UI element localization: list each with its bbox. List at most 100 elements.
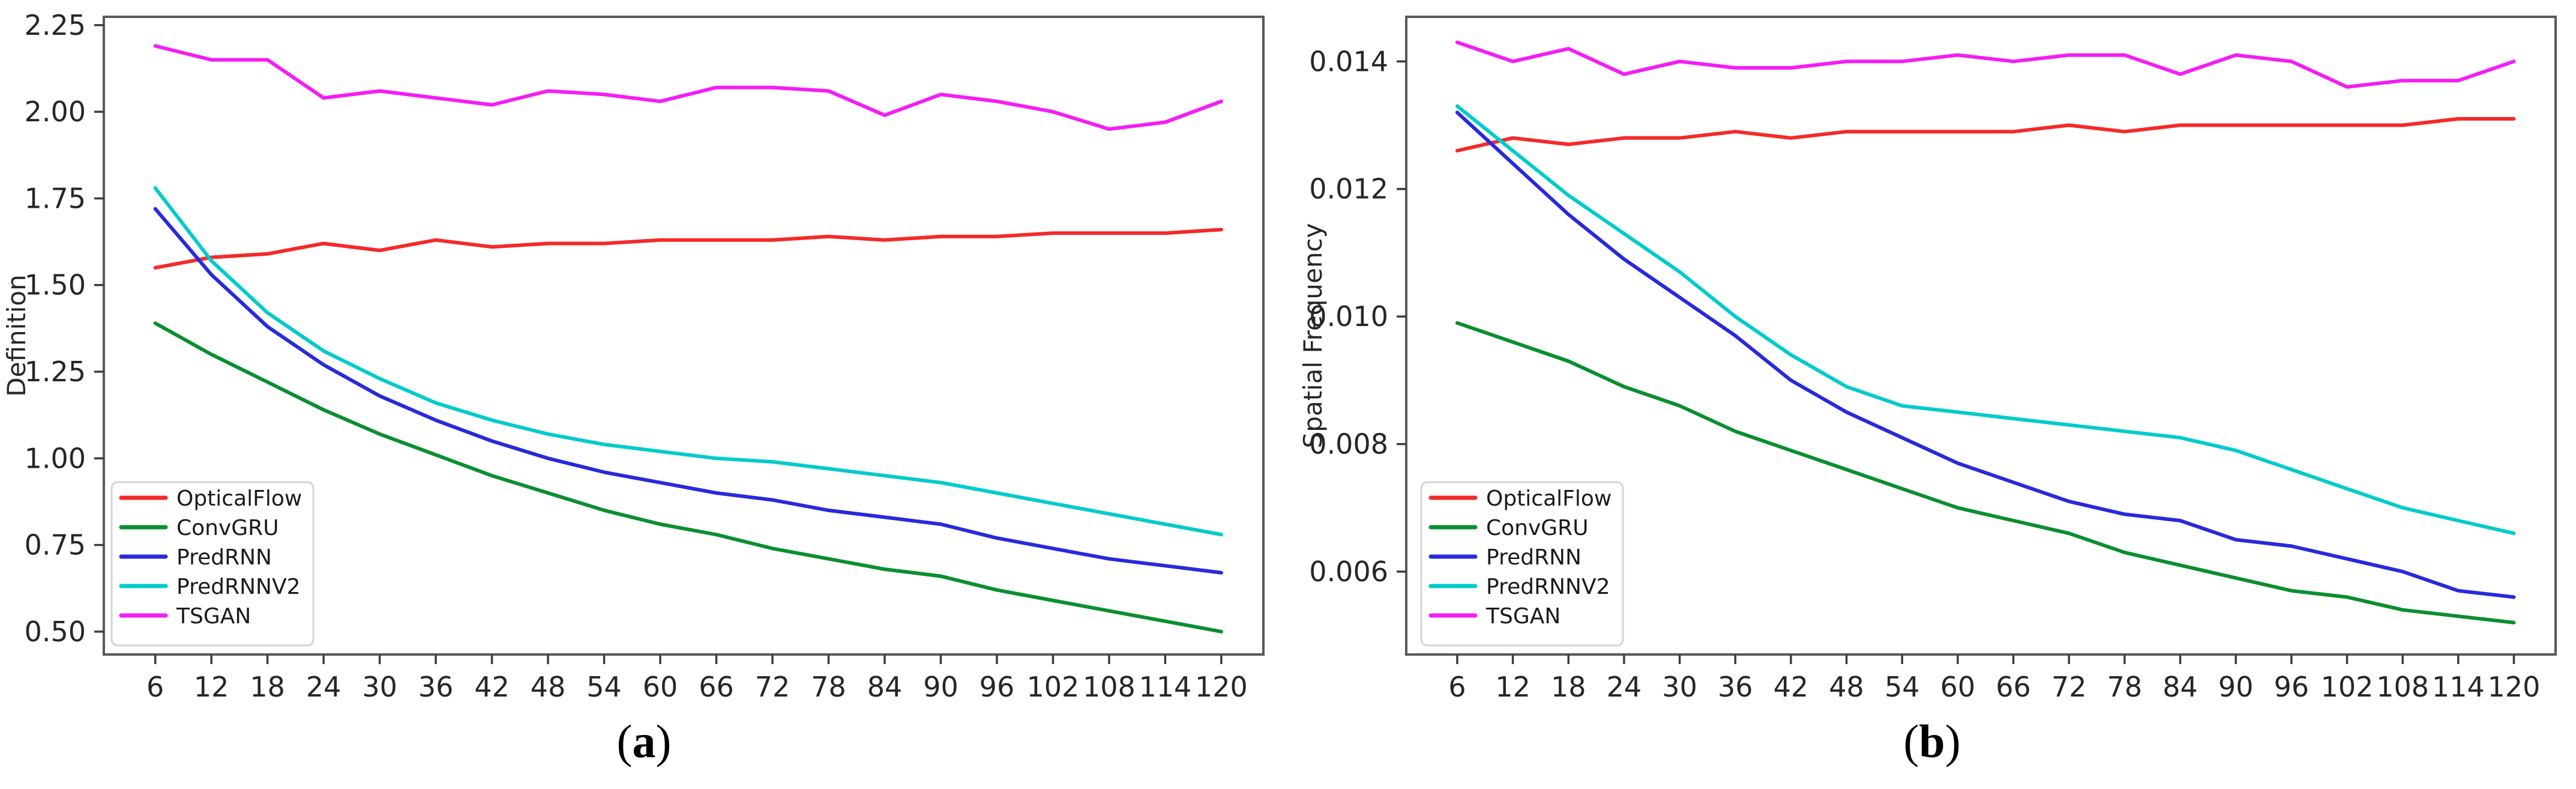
x-tick-label: 24 — [1607, 671, 1642, 703]
caption-a: (a) — [0, 718, 1288, 765]
x-tick-label: 48 — [531, 671, 566, 703]
legend-item-convgru: ConvGRU — [119, 516, 279, 540]
x-tick-label: 54 — [586, 671, 622, 703]
legend-item-convgru: ConvGRU — [1428, 516, 1589, 540]
x-tick-label: 114 — [1139, 671, 1191, 703]
y-tick-label: 2.00 — [25, 95, 86, 128]
x-tick-label: 108 — [1083, 671, 1136, 703]
legend-item-tsgan: TSGAN — [1428, 604, 1560, 629]
y-tick-label: 0.012 — [1309, 173, 1388, 205]
y-tick-label: 0.010 — [1309, 300, 1388, 333]
caption-a-close-paren: ) — [655, 715, 672, 767]
legend-item-opticalflow: OpticalFlow — [1428, 486, 1612, 511]
legend-item-predrnn: PredRNN — [1428, 545, 1581, 570]
caption-b-letter: b — [1919, 715, 1945, 767]
legend-label: TSGAN — [1485, 604, 1560, 629]
legend-label: PredRNNV2 — [176, 575, 301, 599]
x-tick-label: 114 — [2432, 671, 2485, 703]
plot-border — [1405, 16, 2557, 656]
y-tick-label: 0.008 — [1309, 428, 1388, 461]
series-line-predrnn — [1455, 110, 2516, 599]
y-tick-label: 1.00 — [25, 442, 86, 474]
x-tick-label: 120 — [2488, 671, 2541, 703]
y-tick-label: 0.75 — [25, 529, 86, 561]
x-tick-label: 42 — [474, 671, 510, 703]
plot-border — [103, 16, 1265, 656]
y-tick-label: 1.25 — [25, 355, 86, 388]
caption-b: (b) — [1288, 718, 2576, 765]
x-tick-label: 90 — [2218, 671, 2254, 703]
legend-label: OpticalFlow — [1486, 486, 1612, 511]
x-tick-label: 120 — [1195, 671, 1248, 703]
legend-item-predrnn: PredRNN — [119, 545, 272, 570]
x-tick-label: 60 — [643, 671, 678, 703]
legend-label: PredRNN — [176, 545, 272, 570]
y-axis-title: Definition — [2, 274, 31, 396]
chart-panel-a: 0.50 0.75 1.00 1.25 1.50 1.75 2.00 2.25 6 12 18 24 3… — [0, 9, 1288, 765]
x-tick-label: 12 — [194, 671, 229, 703]
x-axis: 6 12 18 24 30 36 42 48 54 60 66 72 78 84 90 96 102 108 114… — [146, 654, 1248, 703]
caption-b-open-paren: ( — [1903, 715, 1919, 767]
legend-item-opticalflow: OpticalFlow — [119, 486, 302, 511]
legend-label: PredRNNV2 — [1486, 575, 1610, 599]
caption-a-open-paren: ( — [616, 715, 633, 767]
legend-label: TSGAN — [176, 604, 251, 629]
legend-box — [1420, 481, 1624, 647]
x-tick-label: 96 — [2274, 671, 2310, 703]
series-line-opticalflow — [1455, 116, 2516, 153]
legend: OpticalFlow ConvGRU PredRNN PredRNNV2 TSGAN — [110, 481, 314, 647]
caption-a-letter: a — [632, 715, 656, 767]
y-tick-label: 0.50 — [25, 615, 86, 648]
x-tick-label: 84 — [867, 671, 903, 703]
chart-a-definition: 0.50 0.75 1.00 1.25 1.50 1.75 2.00 2.25 6 12 18 24 3… — [2, 9, 1265, 703]
series-line-tsgan — [1455, 40, 2516, 89]
x-tick-label: 42 — [1774, 671, 1809, 703]
legend-label: ConvGRU — [1486, 516, 1589, 540]
x-tick-label: 36 — [418, 671, 454, 703]
y-axis: 0.50 0.75 1.00 1.25 1.50 1.75 2.00 2.25 — [25, 9, 104, 648]
legend: OpticalFlow ConvGRU PredRNN PredRNNV2 TSGAN — [1420, 481, 1624, 647]
x-tick-label: 66 — [1996, 671, 2031, 703]
legend-item-predrnnv2: PredRNNV2 — [119, 575, 301, 599]
x-tick-label: 48 — [1829, 671, 1864, 703]
legend-label: PredRNN — [1486, 545, 1581, 570]
x-tick-label: 24 — [306, 671, 342, 703]
x-tick-label: 18 — [250, 671, 285, 703]
series-line-opticalflow — [153, 228, 1223, 270]
legend-label: OpticalFlow — [176, 486, 302, 511]
x-tick-label: 96 — [980, 671, 1015, 703]
series-lines — [1455, 40, 2516, 624]
y-tick-label: 2.25 — [25, 9, 86, 41]
legend-box — [110, 481, 314, 647]
x-tick-label: 30 — [1662, 671, 1697, 703]
series-line-convgru — [1455, 321, 2516, 624]
series-line-predrnnv2 — [153, 186, 1223, 537]
series-line-tsgan — [153, 44, 1223, 131]
y-tick-label: 1.50 — [25, 269, 86, 301]
x-tick-label: 108 — [2376, 671, 2429, 703]
series-line-convgru — [153, 321, 1223, 633]
y-axis-title: Spatial Frequency — [1298, 223, 1328, 449]
x-tick-label: 6 — [146, 671, 164, 703]
x-tick-label: 36 — [1718, 671, 1753, 703]
x-tick-label: 72 — [2051, 671, 2087, 703]
legend-label: ConvGRU — [176, 516, 279, 540]
legend-item-tsgan: TSGAN — [119, 604, 251, 629]
y-tick-label: 0.014 — [1309, 45, 1388, 77]
legend-item-predrnnv2: PredRNNV2 — [1428, 575, 1610, 599]
x-tick-label: 18 — [1551, 671, 1586, 703]
y-tick-label: 1.75 — [25, 182, 86, 214]
x-tick-label: 12 — [1495, 671, 1530, 703]
caption-b-close-paren: ) — [1945, 715, 1961, 767]
x-tick-label: 60 — [1940, 671, 1976, 703]
x-tick-label: 72 — [755, 671, 790, 703]
x-tick-label: 30 — [362, 671, 397, 703]
x-tick-label: 78 — [2107, 671, 2143, 703]
chart-panel-b: 0.006 0.008 0.010 0.012 0.014 6 12 18 24 30 36 42 48… — [1288, 0, 2576, 789]
x-tick-label: 66 — [699, 671, 734, 703]
x-axis: 6 12 18 24 30 36 42 48 54 60 66 72 78 84 90 96 102 108 114… — [1448, 654, 2540, 703]
x-tick-label: 102 — [1027, 671, 1080, 703]
series-line-predrnnv2 — [1455, 104, 2516, 536]
series-lines — [153, 44, 1223, 633]
